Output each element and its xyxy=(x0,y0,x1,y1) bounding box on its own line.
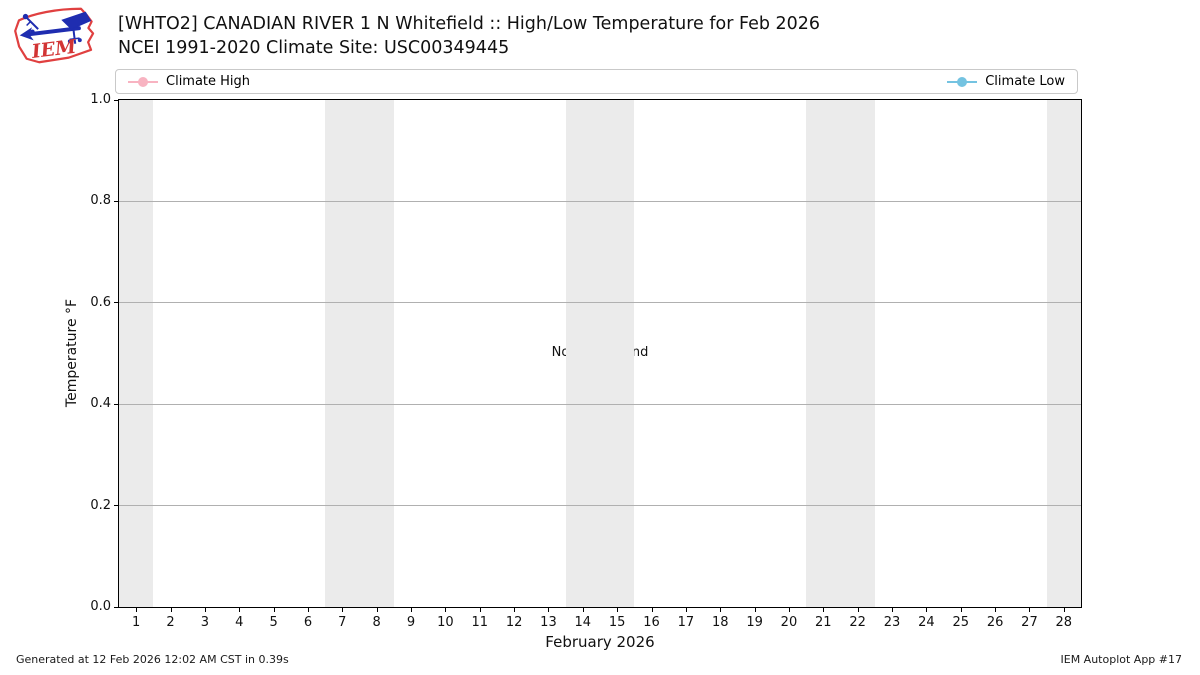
x-tick xyxy=(1063,608,1065,612)
gridline xyxy=(119,403,1081,405)
gridline xyxy=(119,302,1081,304)
x-tick-label: 25 xyxy=(952,615,970,630)
x-tick-label: 14 xyxy=(574,615,592,630)
x-tick xyxy=(720,608,722,612)
weekend-shading-band xyxy=(325,100,394,607)
x-tick xyxy=(342,608,344,612)
iem-logo-text: IEM xyxy=(30,36,79,63)
x-tick xyxy=(376,608,378,612)
y-tick-label: 0.8 xyxy=(90,193,111,209)
x-tick-label: 27 xyxy=(1021,615,1038,630)
wind-vane-icon xyxy=(19,11,92,44)
x-tick-label: 26 xyxy=(986,615,1004,630)
x-tick xyxy=(514,608,516,612)
y-tick-label: 1.0 xyxy=(90,92,111,107)
x-tick-label: 13 xyxy=(540,615,557,630)
x-tick-label: 23 xyxy=(883,615,901,630)
x-tick xyxy=(995,608,997,612)
x-tick-label: 2 xyxy=(166,615,175,630)
x-tick xyxy=(170,608,172,612)
legend-item-climate-high: Climate High xyxy=(128,74,250,89)
x-tick-label: 1 xyxy=(132,615,141,630)
y-tick xyxy=(114,200,118,202)
x-tick xyxy=(685,608,687,612)
x-axis-label: February 2026 xyxy=(545,633,655,651)
x-tick xyxy=(651,608,653,612)
x-tick-label: 6 xyxy=(303,615,313,630)
y-tick xyxy=(114,505,118,507)
gridline xyxy=(119,505,1081,507)
x-tick-label: 7 xyxy=(338,615,347,630)
x-tick-label: 9 xyxy=(406,615,416,630)
x-tick xyxy=(582,608,584,612)
x-tick xyxy=(548,608,550,612)
x-tick-label: 18 xyxy=(711,615,729,630)
generated-timestamp: Generated at 12 Feb 2026 12:02 AM CST in… xyxy=(16,653,289,666)
x-tick-label: 28 xyxy=(1055,615,1073,630)
x-tick xyxy=(411,608,413,612)
y-tick-label: 0.0 xyxy=(90,599,111,614)
climate-low-marker-icon xyxy=(947,76,978,87)
x-tick-label: 3 xyxy=(200,615,210,630)
x-tick xyxy=(754,608,756,612)
x-tick-label: 24 xyxy=(918,615,935,630)
x-tick-label: 17 xyxy=(677,615,695,630)
x-tick xyxy=(788,608,790,612)
y-tick xyxy=(114,403,118,405)
x-tick xyxy=(479,608,481,612)
x-tick-label: 15 xyxy=(608,615,626,630)
x-tick-label: 8 xyxy=(372,615,381,630)
title-block: [WHTO2] CANADIAN RIVER 1 N Whitefield ::… xyxy=(118,13,820,60)
legend: Climate High Climate Low xyxy=(115,69,1078,94)
x-tick-label: 10 xyxy=(437,615,454,630)
weekend-shading-band xyxy=(806,100,875,607)
x-tick-label: 5 xyxy=(269,615,278,630)
x-tick-label: 11 xyxy=(471,615,489,630)
x-tick-label: 19 xyxy=(746,615,763,630)
x-tick xyxy=(307,608,309,612)
iem-logo: IEM xyxy=(8,5,104,65)
x-tick xyxy=(926,608,928,612)
x-tick xyxy=(823,608,825,612)
x-tick-label: 12 xyxy=(505,615,523,630)
x-tick xyxy=(857,608,859,612)
y-tick xyxy=(114,302,118,304)
legend-label-climate-high: Climate High xyxy=(166,74,251,89)
weekend-shading-band xyxy=(565,100,635,607)
x-tick xyxy=(136,608,138,612)
x-tick xyxy=(1029,608,1031,612)
x-tick-label: 20 xyxy=(780,615,798,630)
x-tick xyxy=(892,608,894,612)
legend-label-climate-low: Climate Low xyxy=(985,74,1065,89)
y-tick xyxy=(114,606,118,608)
y-tick-label: 0.6 xyxy=(90,294,111,310)
weekend-shading-band xyxy=(119,100,154,607)
chart-subtitle: NCEI 1991-2020 Climate Site: USC00349445 xyxy=(118,37,510,58)
x-tick xyxy=(445,608,447,612)
legend-item-climate-low: Climate Low xyxy=(947,74,1065,89)
x-tick xyxy=(239,608,241,612)
x-tick-label: 21 xyxy=(815,615,832,630)
x-tick xyxy=(204,608,206,612)
y-tick-label: 0.4 xyxy=(90,396,111,412)
x-tick-label: 4 xyxy=(235,615,244,630)
plot-area: No Data Found xyxy=(118,99,1082,608)
x-tick xyxy=(273,608,275,612)
x-tick xyxy=(960,608,962,612)
gridline xyxy=(119,200,1081,202)
chart-title: [WHTO2] CANADIAN RIVER 1 N Whitefield ::… xyxy=(118,14,821,34)
y-tick xyxy=(114,99,118,101)
x-tick-label: 16 xyxy=(643,615,660,630)
y-tick-label: 0.2 xyxy=(90,497,111,513)
weekend-shading-band xyxy=(1046,100,1081,607)
x-tick xyxy=(617,608,619,612)
iowa-outline-icon: IEM xyxy=(14,7,95,64)
x-tick-label: 22 xyxy=(849,615,866,630)
app-reference: IEM Autoplot App #17 xyxy=(1060,653,1183,666)
climate-high-marker-icon xyxy=(128,76,158,87)
